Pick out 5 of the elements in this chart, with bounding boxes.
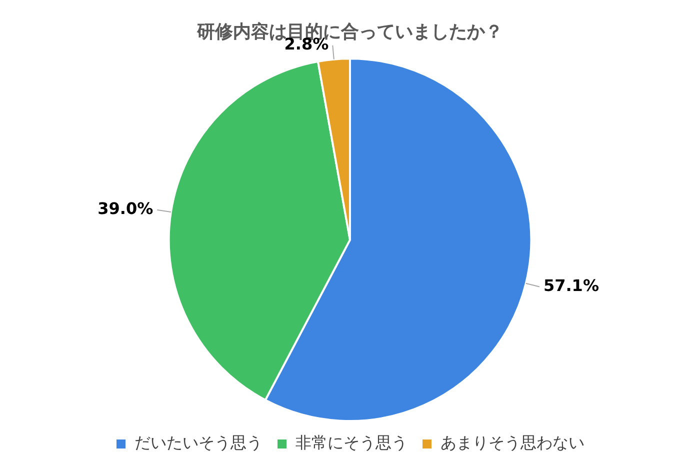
data-label: 39.0% bbox=[98, 199, 154, 218]
legend-label: あまりそう思わない bbox=[440, 433, 584, 452]
legend-label: だいたいそう思う bbox=[134, 433, 262, 452]
data-label: 57.1% bbox=[543, 276, 599, 295]
legend-label: 非常にそう思う bbox=[296, 433, 408, 452]
